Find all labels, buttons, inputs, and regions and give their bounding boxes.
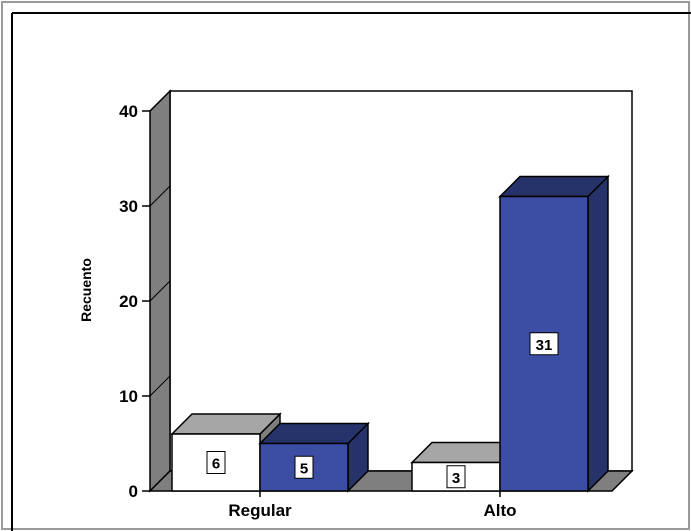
y-tick-depth	[149, 185, 171, 207]
data-label-box	[529, 332, 559, 356]
y-axis-title: Recuento	[78, 258, 94, 322]
bar-side	[587, 174, 609, 493]
bar-top	[170, 413, 282, 435]
y-tick-depth	[149, 280, 171, 302]
y-axis: 0 10 20 30 40	[119, 90, 171, 501]
bar-top	[498, 175, 610, 198]
bar-top	[258, 422, 370, 445]
y-tick-label: 10	[119, 387, 138, 406]
y-tick-label: 40	[119, 102, 138, 121]
x-tick-label: Regular	[228, 501, 292, 520]
data-label-box	[206, 451, 226, 474]
data-label: 3	[452, 470, 460, 487]
y-tick-depth	[149, 470, 171, 492]
data-label-box	[446, 465, 466, 489]
x-tick-label: Alto	[483, 501, 516, 520]
y-tick-label: 20	[119, 292, 138, 311]
data-label: 5	[300, 460, 308, 477]
data-label-box	[294, 455, 314, 479]
data-label: 6	[212, 456, 220, 473]
data-label: 31	[536, 337, 553, 354]
y-tick-label: 0	[129, 482, 138, 501]
y-tick-label: 30	[119, 197, 138, 216]
bars-layer: 6 5 3 31	[170, 174, 610, 493]
y-tick-depth	[149, 90, 171, 112]
y-tick-depth	[149, 375, 171, 397]
x-axis: Regular Alto	[228, 491, 517, 520]
